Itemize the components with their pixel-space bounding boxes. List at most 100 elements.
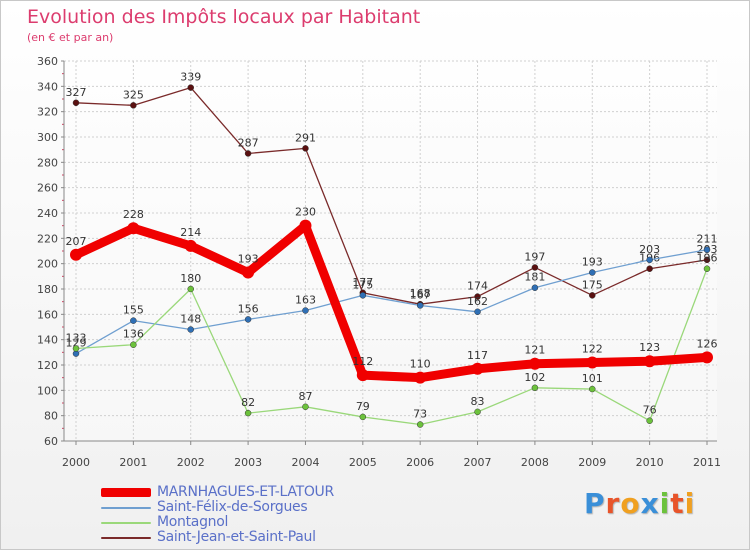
data-point xyxy=(474,408,481,416)
data-point xyxy=(187,84,194,91)
data-point xyxy=(359,413,367,421)
data-label: 230 xyxy=(295,206,316,219)
logo-letter: i xyxy=(659,487,671,520)
data-point xyxy=(72,99,80,107)
data-point xyxy=(359,292,367,299)
data-label: 193 xyxy=(582,256,603,269)
data-point xyxy=(130,317,137,324)
legend-label: Saint-Jean-et-Saint-Paul xyxy=(157,529,316,545)
data-point xyxy=(416,302,424,309)
logo-letter: x xyxy=(640,487,660,520)
logo-letter: i xyxy=(684,487,696,520)
x-tick-label: 2008 xyxy=(521,456,549,469)
data-label: 73 xyxy=(413,408,427,421)
data-label: 325 xyxy=(123,88,144,101)
x-tick-label: 2004 xyxy=(291,456,319,469)
data-point xyxy=(531,264,539,271)
x-tick-label: 2000 xyxy=(62,456,90,469)
data-label: 148 xyxy=(180,313,201,326)
data-point xyxy=(646,417,653,424)
data-point xyxy=(302,307,309,314)
legend-item: MARNHAGUES-ET-LATOUR xyxy=(101,485,334,500)
data-point xyxy=(531,284,539,291)
data-label: 156 xyxy=(238,302,259,315)
legend-item: Saint-Félix-de-Sorgues xyxy=(101,500,334,515)
legend-item: Montagnol xyxy=(101,515,334,530)
data-label: 133 xyxy=(66,332,87,345)
series-line xyxy=(75,86,708,305)
data-point xyxy=(302,403,309,411)
data-point xyxy=(703,256,711,264)
data-label: 117 xyxy=(467,349,488,362)
y-tick-label: 160 xyxy=(37,308,58,321)
y-tick-label: 320 xyxy=(37,106,58,119)
y-tick-label: 260 xyxy=(37,182,58,195)
data-point xyxy=(187,326,194,333)
data-point xyxy=(72,345,80,352)
data-label: 122 xyxy=(582,342,603,355)
data-point xyxy=(299,219,312,232)
data-point xyxy=(528,357,541,370)
data-label: 129 xyxy=(66,337,87,350)
x-tick-label: 2005 xyxy=(349,456,377,469)
data-label: 193 xyxy=(238,253,259,266)
series-line xyxy=(75,249,708,355)
data-label: 175 xyxy=(582,278,603,291)
y-tick-label: 60 xyxy=(44,435,58,448)
legend-swatch xyxy=(101,536,151,539)
data-label: 126 xyxy=(697,337,718,350)
x-tick-label: 2007 xyxy=(464,456,492,469)
logo-letter: r xyxy=(605,487,621,520)
legend-label: MARNHAGUES-ET-LATOUR xyxy=(157,484,334,500)
data-label: 175 xyxy=(352,278,373,291)
data-label: 82 xyxy=(241,396,255,409)
data-label: 228 xyxy=(123,208,144,221)
data-point xyxy=(471,362,484,375)
data-label: 83 xyxy=(471,395,485,408)
data-label: 121 xyxy=(524,344,545,357)
data-point xyxy=(703,265,711,272)
data-point xyxy=(589,385,596,393)
data-label: 136 xyxy=(123,328,144,341)
logo-letter: P xyxy=(584,487,606,520)
data-label: 102 xyxy=(524,371,545,384)
x-tick-label: 2011 xyxy=(693,456,721,469)
series-line xyxy=(75,268,708,426)
data-label: 168 xyxy=(410,287,431,300)
data-point xyxy=(646,256,653,264)
data-label: 197 xyxy=(524,250,545,263)
legend-label: Montagnol xyxy=(157,514,229,530)
data-label: 162 xyxy=(467,295,488,308)
data-label: 112 xyxy=(352,355,373,368)
y-tick-label: 220 xyxy=(37,232,58,245)
data-label: 177 xyxy=(352,276,373,289)
data-label: 76 xyxy=(643,404,657,417)
legend: MARNHAGUES-ET-LATOUR Saint-Félix-de-Sorgu… xyxy=(101,485,334,545)
data-label: 110 xyxy=(410,358,431,371)
y-tick-label: 100 xyxy=(37,384,58,397)
data-point xyxy=(130,102,137,109)
legend-swatch xyxy=(101,506,151,509)
data-label: 287 xyxy=(238,136,259,149)
data-label: 101 xyxy=(582,372,603,385)
x-tick-label: 2001 xyxy=(119,456,147,469)
x-tick-label: 2006 xyxy=(406,456,434,469)
data-point xyxy=(414,371,427,384)
data-label: 207 xyxy=(66,235,87,248)
y-tick-label: 140 xyxy=(37,334,58,347)
data-point xyxy=(187,285,194,293)
y-tick-label: 240 xyxy=(37,207,58,220)
y-tick-label: 340 xyxy=(37,80,58,93)
data-label: 163 xyxy=(295,294,316,307)
data-point xyxy=(302,145,309,152)
y-tick-label: 360 xyxy=(37,55,58,68)
data-point xyxy=(242,266,255,279)
plot-area xyxy=(64,61,717,441)
x-tick-label: 2009 xyxy=(578,456,606,469)
data-point xyxy=(701,351,713,364)
x-tick-label: 2002 xyxy=(177,456,205,469)
x-tick-label: 2010 xyxy=(636,456,664,469)
data-point xyxy=(586,356,599,369)
